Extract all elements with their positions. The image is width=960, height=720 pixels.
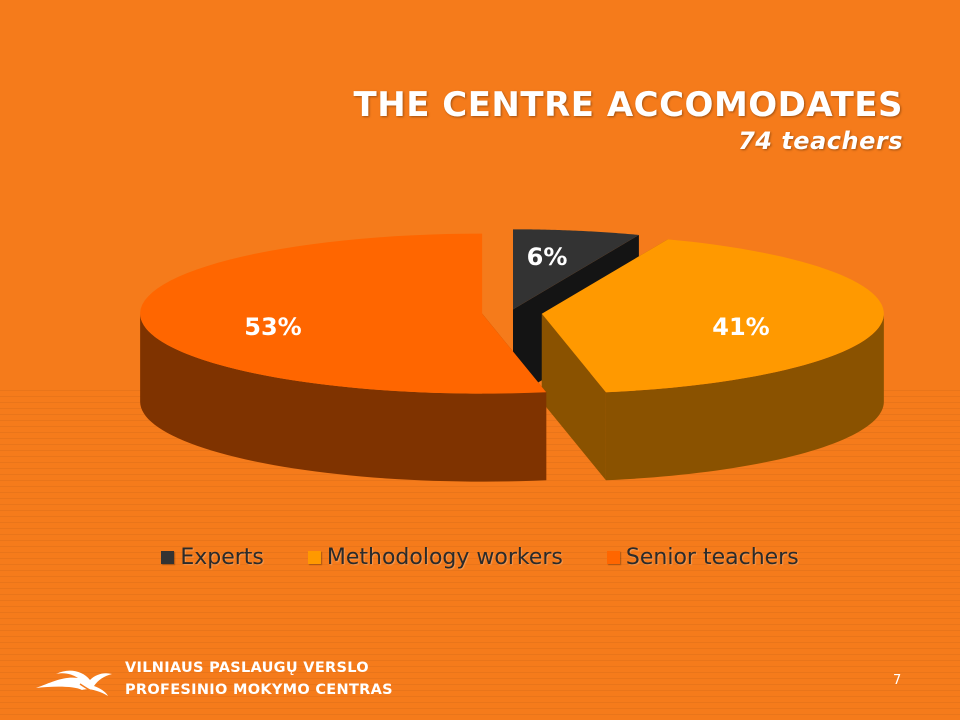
legend-swatch-methodology-workers (307, 550, 321, 564)
data-label-experts: 6% (527, 243, 568, 271)
chart-legend: Experts Methodology workers Senior teach… (0, 541, 960, 573)
pie-slice-experts (512, 229, 639, 310)
org-name-line-2: PROFESINIO MOKYMO CENTRAS (125, 682, 393, 698)
slide-subtitle: 74 teachers (738, 127, 903, 155)
page-number: 7 (893, 673, 902, 688)
data-label-senior-teachers: 53% (244, 313, 301, 341)
org-name-line-1: VILNIAUS PASLAUGŲ VERSLO (125, 660, 369, 676)
legend-swatch-senior-teachers (606, 550, 620, 564)
legend-label-methodology-workers: Methodology workers (326, 544, 563, 570)
organization-name: VILNIAUS PASLAUGŲ VERSLO PROFESINIO MOKY… (125, 657, 393, 701)
legend-swatch-experts (161, 550, 175, 564)
gull-logo-icon (36, 670, 112, 696)
pie-slice-cut-face-methodology-workers-1 (541, 313, 606, 481)
legend-item-experts: Experts (161, 545, 264, 570)
slide-title: THE CENTRE ACCOMODATES (353, 85, 903, 125)
pie-slice-methodology-workers (541, 239, 884, 393)
legend-label-senior-teachers: Senior teachers (625, 544, 799, 570)
pie-slice-wall-senior-teachers (140, 313, 547, 482)
legend-item-senior-teachers: Senior teachers (606, 544, 799, 570)
pie-slice-wall-methodology-workers (605, 313, 884, 481)
data-label-methodology-workers: 41% (712, 313, 769, 341)
legend-item-methodology-workers: Methodology workers (307, 544, 563, 570)
pie-slice-senior-teachers (140, 233, 547, 394)
legend-label-experts: Experts (180, 544, 264, 570)
